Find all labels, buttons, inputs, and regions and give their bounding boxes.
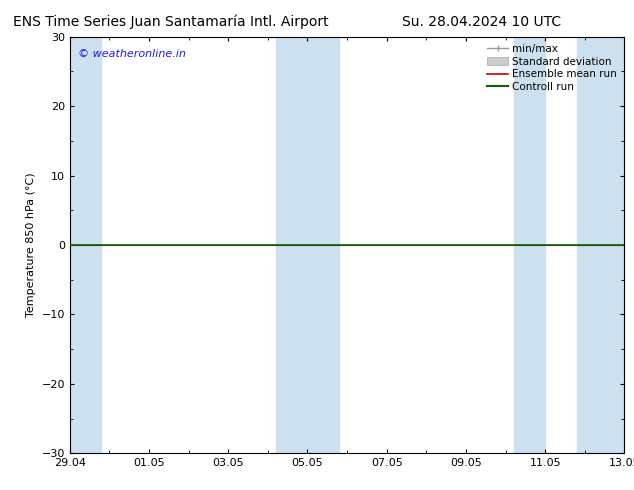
Text: Su. 28.04.2024 10 UTC: Su. 28.04.2024 10 UTC <box>403 15 561 29</box>
Bar <box>66 37 101 453</box>
Text: © weatheronline.in: © weatheronline.in <box>78 49 186 59</box>
Y-axis label: Temperature 850 hPa (°C): Temperature 850 hPa (°C) <box>26 172 36 318</box>
Bar <box>577 37 628 453</box>
Bar <box>276 37 339 453</box>
Legend: min/max, Standard deviation, Ensemble mean run, Controll run: min/max, Standard deviation, Ensemble me… <box>486 42 619 94</box>
Text: ENS Time Series Juan Santamaría Intl. Airport: ENS Time Series Juan Santamaría Intl. Ai… <box>13 15 329 29</box>
Bar <box>514 37 545 453</box>
